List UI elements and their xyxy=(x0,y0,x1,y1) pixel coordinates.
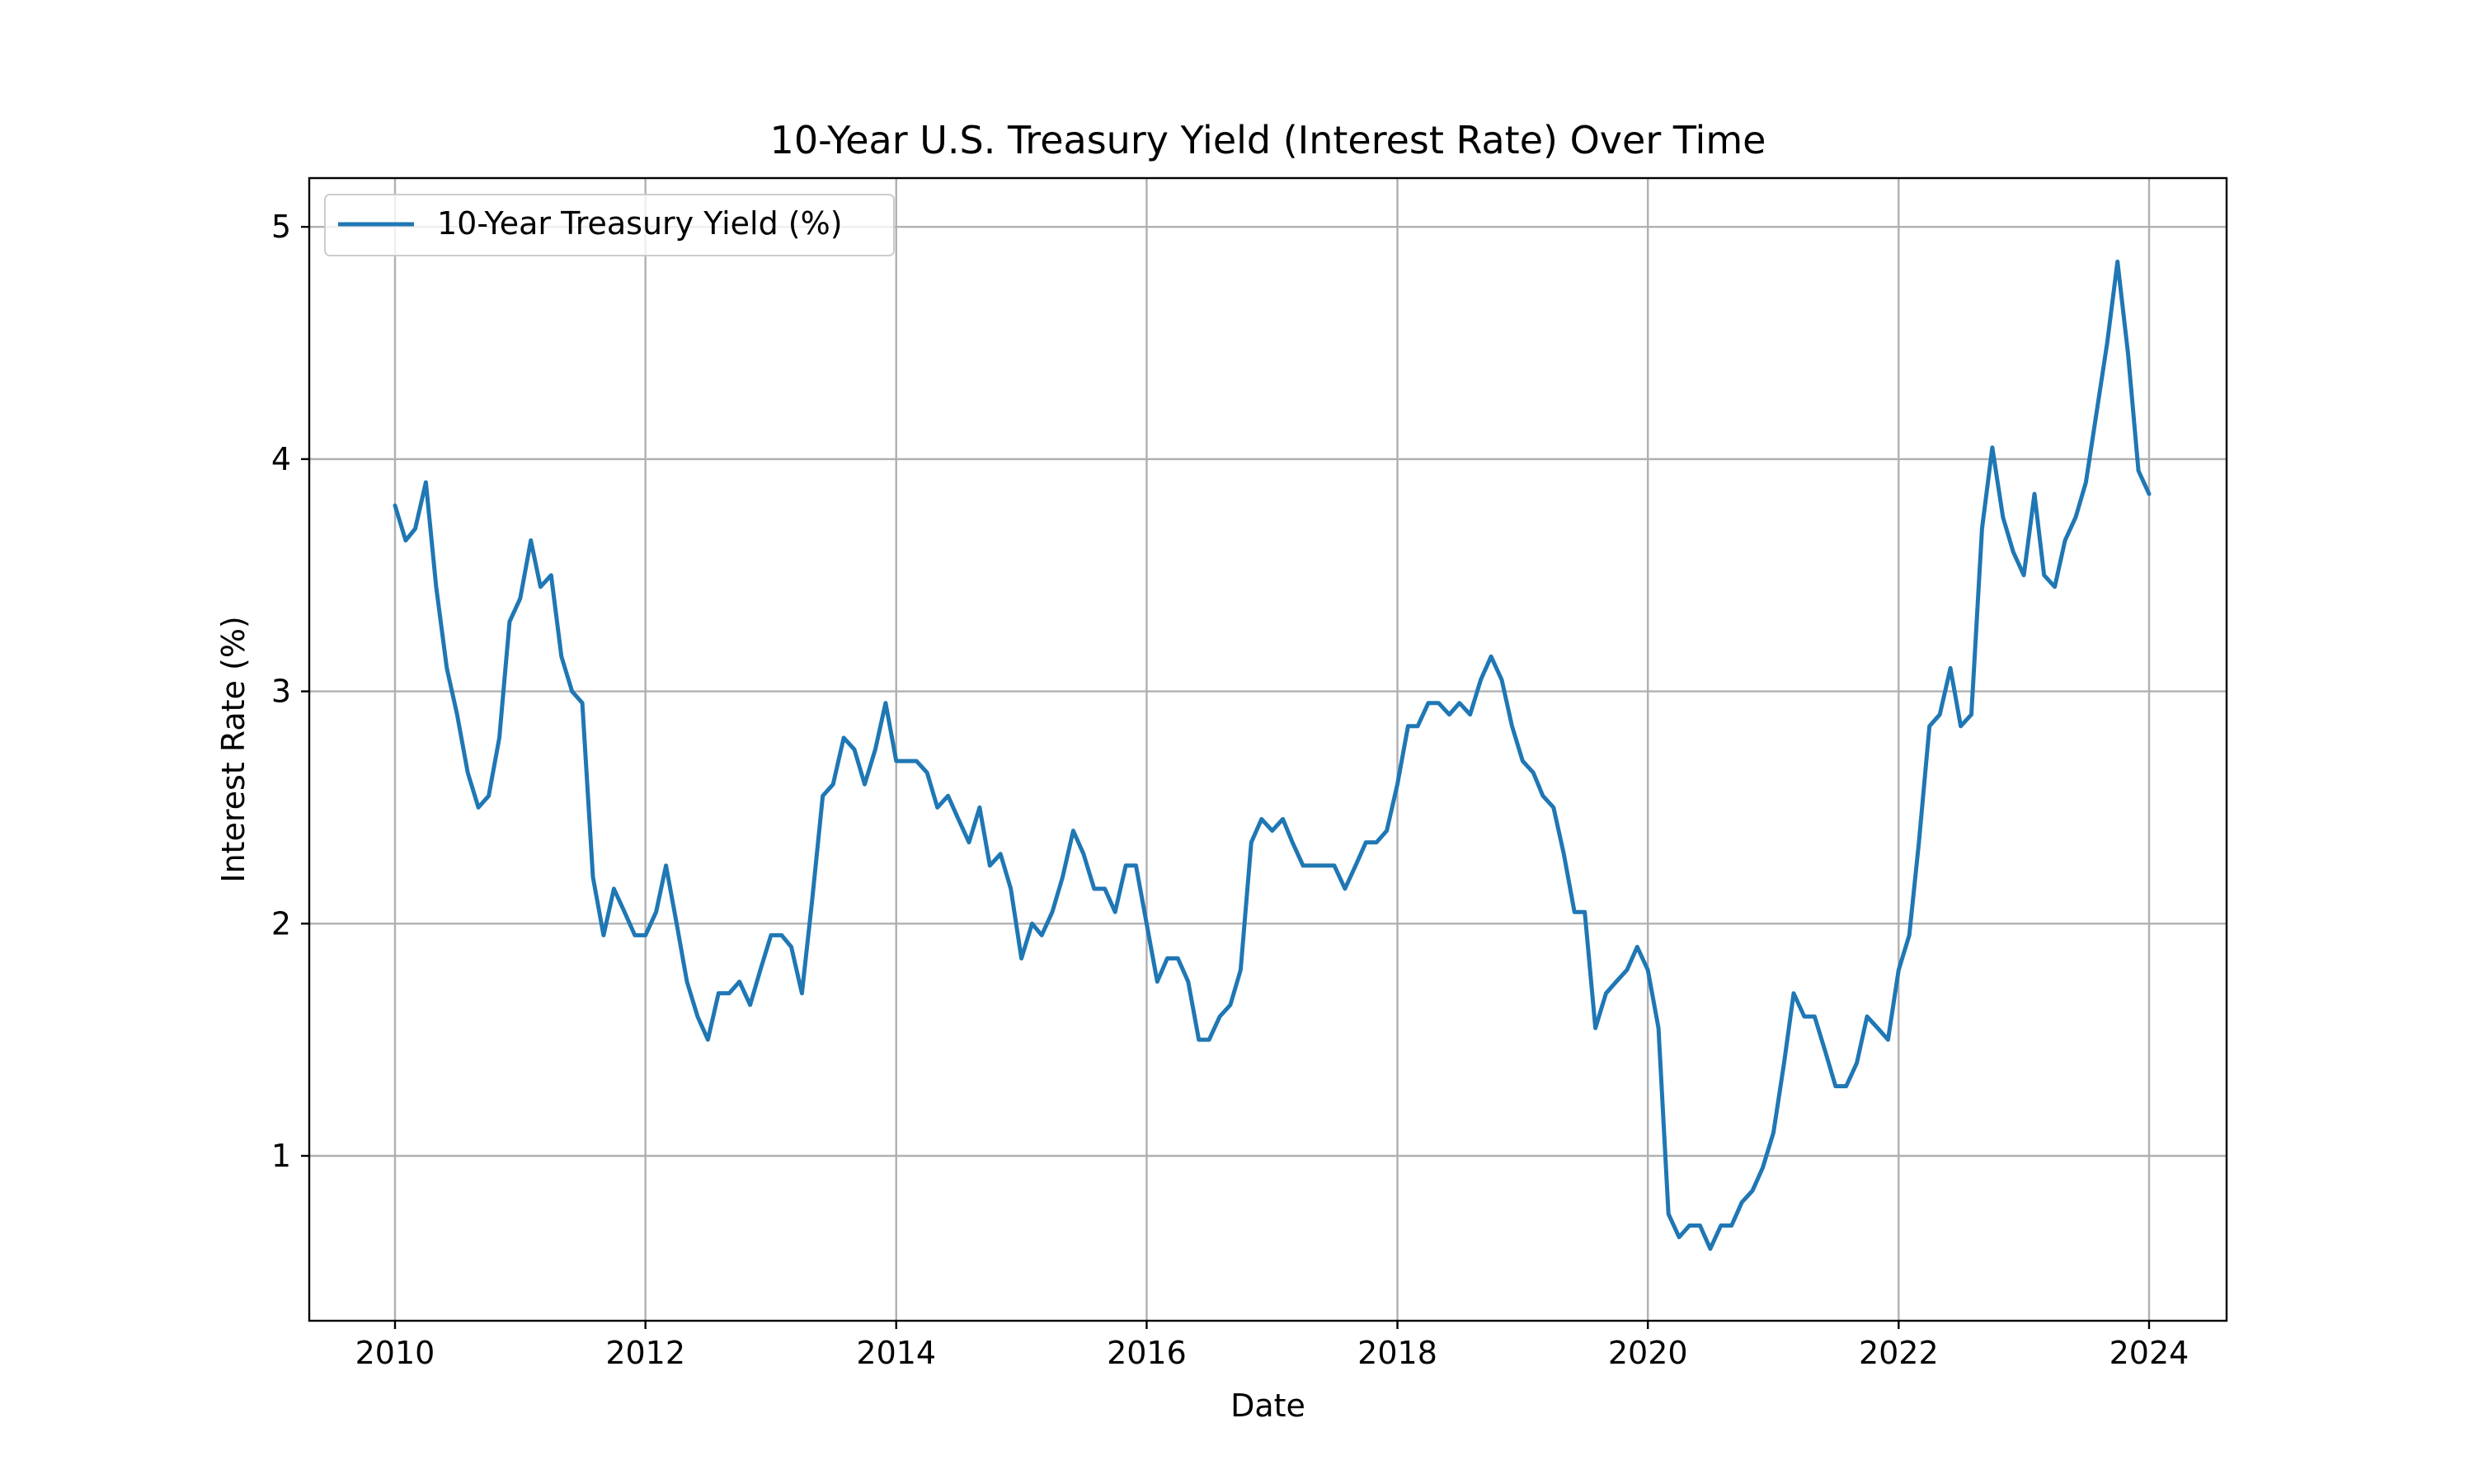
x-tick-label: 2012 xyxy=(605,1335,685,1371)
plot-frame xyxy=(308,176,2228,1322)
grid-lines xyxy=(309,178,2227,1321)
y-axis-label: Interest Rate (%) xyxy=(215,616,252,882)
x-tick-label: 2024 xyxy=(2109,1335,2189,1371)
y-tick-label: 5 xyxy=(271,209,291,245)
x-tick-label: 2016 xyxy=(1107,1335,1187,1371)
y-tick-label: 1 xyxy=(271,1138,291,1174)
series-layer xyxy=(393,259,2152,1252)
legend-box xyxy=(324,194,895,256)
y-tick-label: 3 xyxy=(271,674,291,710)
legend-label: 10-Year Treasury Yield (%) xyxy=(437,205,843,242)
x-axis-label: Date xyxy=(1230,1388,1305,1424)
x-tick-label: 2022 xyxy=(1859,1335,1939,1371)
legend: 10-Year Treasury Yield (%) xyxy=(324,194,895,256)
x-tick-label: 2018 xyxy=(1357,1335,1437,1371)
series-line-0 xyxy=(393,259,2152,1252)
y-tick-label: 4 xyxy=(271,441,291,477)
x-tick-label: 2020 xyxy=(1608,1335,1688,1371)
chart-title: 10-Year U.S. Treasury Yield (Interest Ra… xyxy=(770,118,1766,162)
y-axis: 1 2 3 4 5 xyxy=(271,209,309,1174)
x-tick-label: 2014 xyxy=(856,1335,936,1371)
y-tick-label: 2 xyxy=(271,905,291,942)
x-axis: 2010 2012 2014 2016 2018 2020 2022 2024 xyxy=(355,1321,2189,1371)
x-tick-label: 2010 xyxy=(355,1335,435,1371)
